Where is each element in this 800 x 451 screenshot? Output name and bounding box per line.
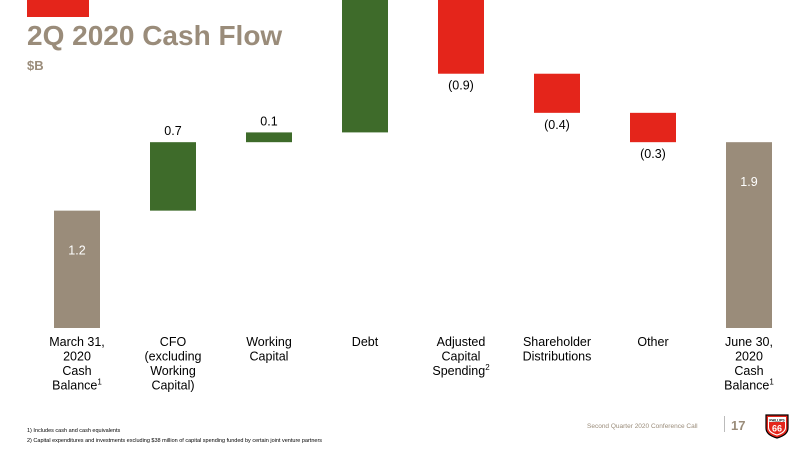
page-number: 17 — [731, 418, 746, 433]
value-label-2: 0.1 — [260, 114, 277, 128]
category-label-4: Adjusted Capital Spending2 — [432, 335, 490, 378]
value-label-7: 1.9 — [740, 175, 757, 189]
footnote-2: 2) Capital expenditures and investments … — [27, 438, 323, 444]
category-label-2: Working Capital — [246, 335, 292, 364]
bar-6 — [630, 112, 676, 143]
category-label-1: CFO (excluding Working Capital) — [145, 335, 202, 393]
value-label-1: 0.7 — [164, 124, 181, 138]
value-label-4: (0.9) — [448, 79, 474, 93]
page-title: 2Q 2020 Cash Flow — [27, 20, 283, 51]
value-label-0: 1.2 — [68, 244, 85, 258]
bar-5 — [534, 73, 580, 113]
category-label-5: Shareholder Distributions — [523, 335, 592, 364]
logo-text-main: 66 — [772, 424, 782, 434]
logo-text-top: PHILLIPS — [769, 418, 785, 422]
category-label-3: Debt — [352, 335, 379, 349]
bar-2 — [246, 132, 292, 143]
bar-3 — [342, 0, 388, 133]
value-label-6: (0.3) — [640, 147, 666, 161]
accent-bar — [27, 0, 89, 17]
category-label-0: March 31, 2020 Cash Balance1 — [49, 335, 105, 393]
footnote-1: 1) Includes cash and cash equivalents — [27, 428, 121, 434]
phillips66-logo-icon: PHILLIPS 66 — [765, 414, 789, 439]
value-label-5: (0.4) — [544, 118, 570, 132]
bar-0 — [54, 210, 100, 328]
category-label-7: June 30, 2020 Cash Balance1 — [724, 335, 774, 393]
category-label-6: Other — [637, 335, 668, 349]
bar-4 — [438, 0, 484, 74]
conference-label: Second Quarter 2020 Conference Call — [587, 423, 698, 430]
footer-divider — [724, 416, 725, 432]
unit-label: $B — [27, 58, 44, 73]
bar-7 — [726, 142, 772, 328]
bar-1 — [150, 142, 196, 211]
